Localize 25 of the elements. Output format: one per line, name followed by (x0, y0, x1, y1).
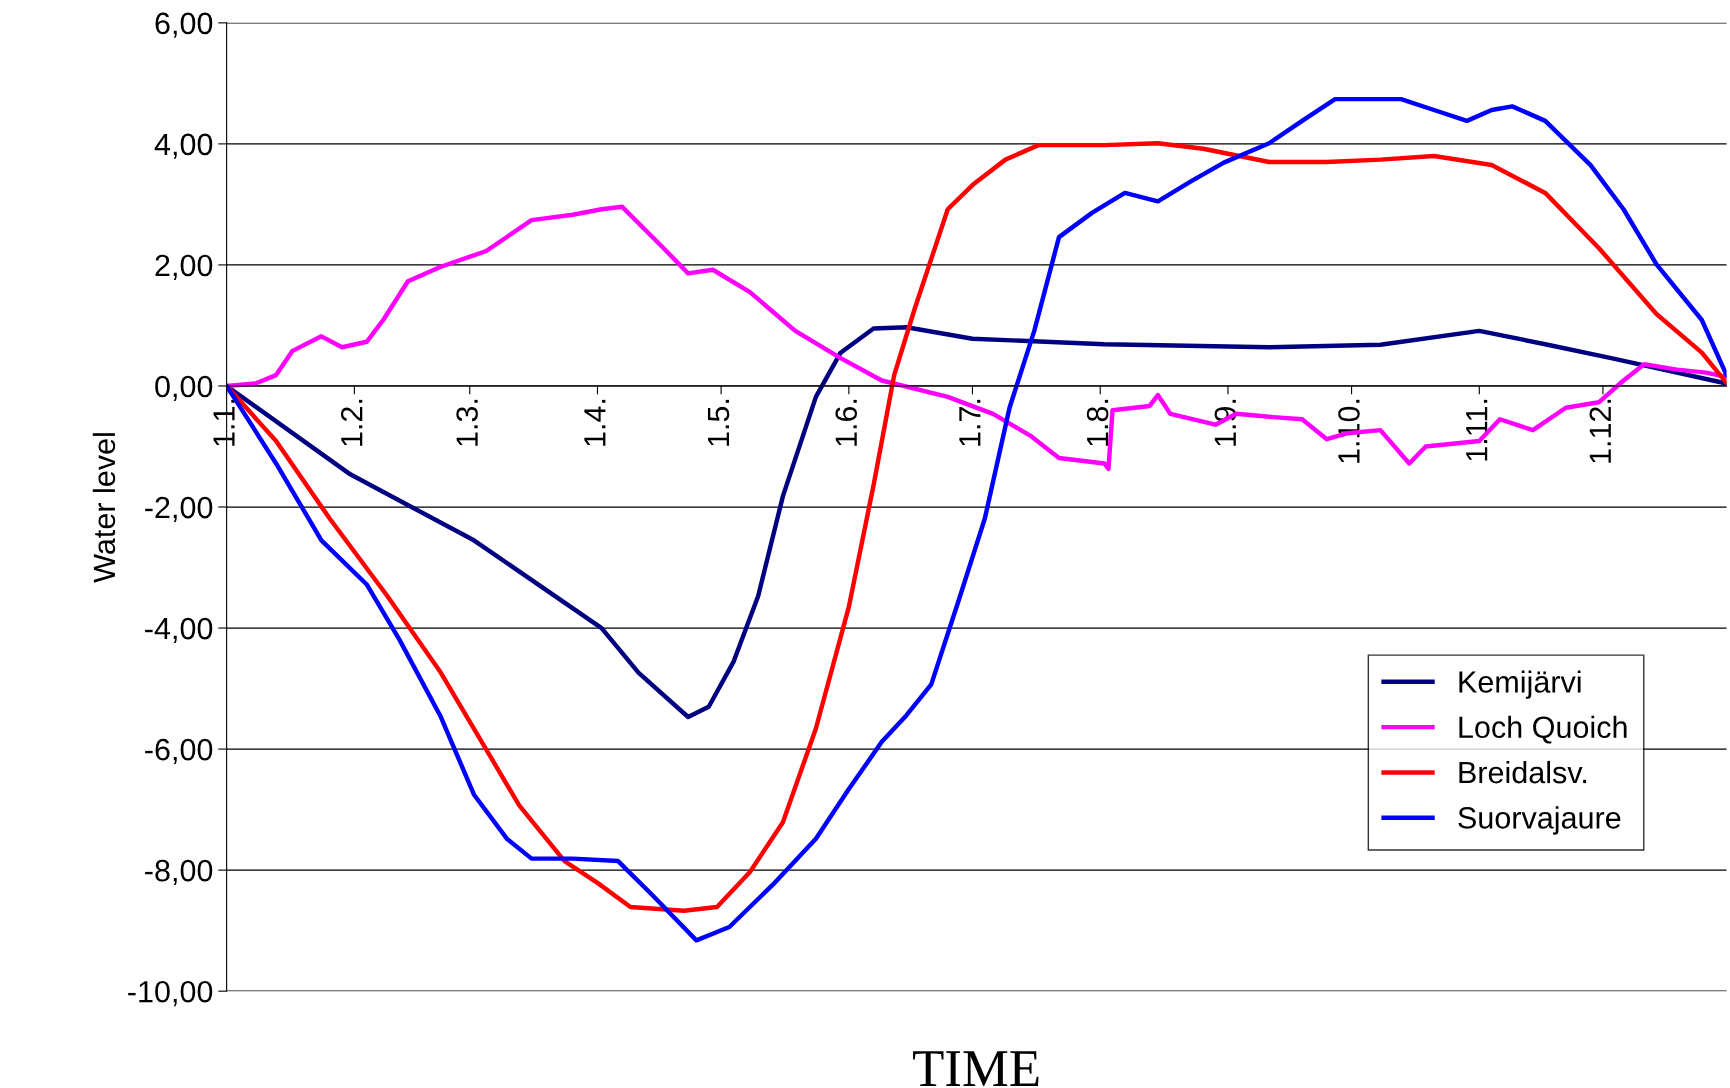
y-tick-label: -6,00 (145, 738, 213, 765)
y-tick-label: -4,00 (145, 617, 213, 644)
x-tick-label: 1.1. (213, 399, 235, 446)
legend-label: Loch Quoich (1459, 715, 1627, 744)
x-tick-label: 1.7. (959, 399, 981, 446)
y-axis-title: Water level (92, 433, 116, 583)
legend-label: Kemijärvi (1459, 670, 1581, 699)
legend-label: Breidalsv. (1459, 760, 1587, 784)
x-tick-label: 1.8. (1086, 399, 1109, 446)
x-axis-title: TIME (913, 1051, 1039, 1086)
y-tick-label: 2,00 (155, 254, 213, 280)
legend-label: Suorvajaure (1458, 806, 1621, 835)
y-tick-label: 4,00 (154, 133, 213, 159)
x-tick-label: 1.3. (456, 399, 478, 446)
y-tick-label: -8,00 (145, 859, 213, 886)
x-tick-label: 1.11. (1466, 399, 1488, 461)
y-tick-label: 0,00 (155, 375, 213, 401)
x-tick-label: 1.6. (835, 399, 858, 446)
x-tick-label: 1.5. (707, 399, 730, 446)
x-tick-label: 1.4. (584, 399, 606, 446)
y-tick-label: 6,00 (155, 12, 213, 38)
y-tick-label: -10,00 (128, 980, 213, 1007)
x-tick-label: 1.2. (340, 399, 363, 446)
x-tick-label: 1.12. (1589, 399, 1611, 463)
y-tick-label: -2,00 (145, 496, 213, 522)
